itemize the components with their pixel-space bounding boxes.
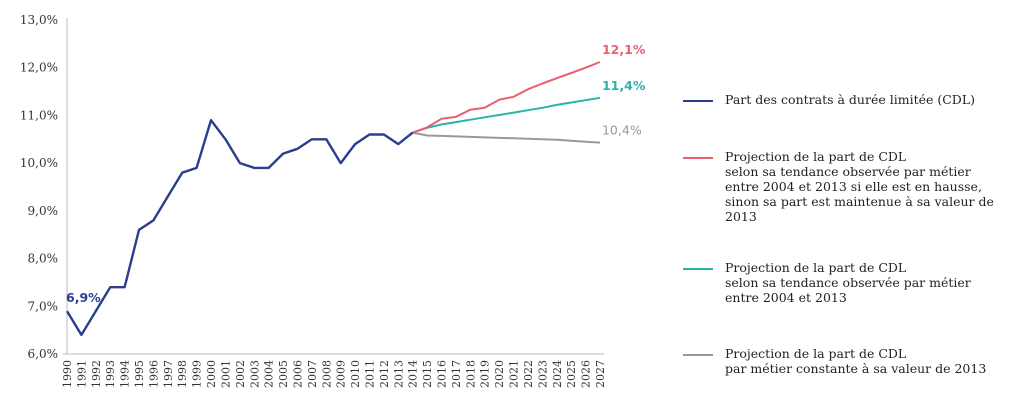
x-tick-label: 2003 — [248, 360, 261, 388]
x-tick-label: 2021 — [508, 360, 521, 388]
x-tick-label: 1993 — [104, 360, 117, 388]
x-tick-label: 2023 — [536, 360, 549, 388]
x-tick-label: 2027 — [594, 360, 607, 388]
legend-swatch-trend — [683, 268, 713, 270]
legend-item-trend-rising: Projection de la part de CDL selon sa te… — [683, 149, 1012, 224]
series-line-trend — [412, 96, 601, 134]
legend-label-trend: Projection de la part de CDL selon sa te… — [725, 260, 971, 305]
series-lines — [65, 61, 601, 337]
x-axis: 1990 1991 1992 1993 1994 1995 1996 1997 1998 1999… — [61, 353, 607, 388]
x-tick-label: 1998 — [176, 360, 189, 388]
x-tick-label: 2004 — [263, 360, 276, 388]
x-tick-label: 2002 — [234, 360, 247, 388]
x-tick-label: 2011 — [364, 360, 377, 388]
legend: Part des contrats à durée limitée (CDL) … — [683, 0, 1012, 396]
y-tick-label: 11,0% — [20, 108, 58, 122]
x-tick-label: 2008 — [320, 360, 333, 388]
label-end-constant: 10,4% — [602, 123, 642, 138]
y-tick-label: 13,0% — [20, 13, 58, 27]
legend-swatch-constant — [683, 354, 713, 356]
x-tick-label: 1992 — [90, 360, 103, 388]
legend-label-trend-rising: Projection de la part de CDL selon sa te… — [725, 149, 994, 224]
legend-item-cdl: Part des contrats à durée limitée (CDL) — [683, 92, 975, 107]
y-tick-label: 10,0% — [20, 156, 58, 170]
y-axis: 6,0% 7,0% 8,0% 9,0% 10,0% 11,0% 12,0% 13,0% — [20, 13, 68, 361]
x-tick-label: 2025 — [565, 360, 578, 388]
x-tick-label: 1999 — [191, 360, 204, 388]
x-tick-label: 2005 — [277, 360, 290, 388]
y-tick-label: 8,0% — [28, 252, 59, 266]
y-tick-label: 12,0% — [20, 61, 58, 75]
x-tick-label: 2022 — [522, 360, 535, 388]
series-line-trend-rising — [412, 61, 601, 134]
legend-label-cdl: Part des contrats à durée limitée (CDL) — [725, 92, 975, 107]
legend-swatch-trend-rising — [683, 157, 713, 159]
x-tick-label: 2007 — [306, 360, 319, 388]
legend-swatch-cdl — [683, 100, 713, 102]
x-tick-label: 2010 — [349, 360, 362, 388]
x-tick-label: 2015 — [421, 360, 434, 388]
x-tick-label: 1997 — [162, 360, 175, 388]
label-start-cdl: 6,9% — [66, 290, 101, 305]
label-end-trend: 11,4% — [602, 78, 646, 93]
x-tick-label: 2012 — [378, 360, 391, 388]
x-tick-label: 2018 — [464, 360, 477, 388]
y-tick-label: 7,0% — [28, 299, 59, 313]
x-tick-label: 2019 — [479, 360, 492, 388]
x-tick-label: 2024 — [551, 360, 564, 388]
series-line-constant — [412, 131, 601, 144]
x-tick-label: 2014 — [407, 360, 420, 388]
label-end-trend-rising: 12,1% — [602, 42, 646, 57]
legend-item-constant: Projection de la part de CDL par métier … — [683, 346, 986, 376]
series-line-cdl — [65, 118, 414, 337]
legend-label-constant: Projection de la part de CDL par métier … — [725, 346, 987, 376]
x-tick-label: 2020 — [493, 360, 506, 388]
x-tick-label: 1996 — [147, 360, 160, 388]
x-tick-label: 2017 — [450, 360, 463, 388]
x-tick-label: 2006 — [291, 360, 304, 388]
x-tick-label: 1995 — [133, 360, 146, 388]
x-tick-label: 2026 — [580, 360, 593, 388]
x-tick-label: 2016 — [436, 360, 449, 388]
x-tick-label: 2013 — [392, 360, 405, 388]
series-labels: 6,9% 12,1% 11,4% 10,4% — [66, 42, 646, 305]
x-tick-label: 2001 — [219, 360, 232, 388]
x-tick-label: 1994 — [119, 360, 132, 388]
x-tick-label: 1990 — [61, 360, 74, 388]
x-tick-label: 1991 — [75, 360, 88, 388]
y-tick-label: 6,0% — [28, 347, 59, 361]
x-tick-label: 2000 — [205, 360, 218, 388]
x-tick-label: 2009 — [335, 360, 348, 388]
legend-item-trend: Projection de la part de CDL selon sa te… — [683, 260, 971, 305]
y-tick-label: 9,0% — [28, 204, 59, 218]
